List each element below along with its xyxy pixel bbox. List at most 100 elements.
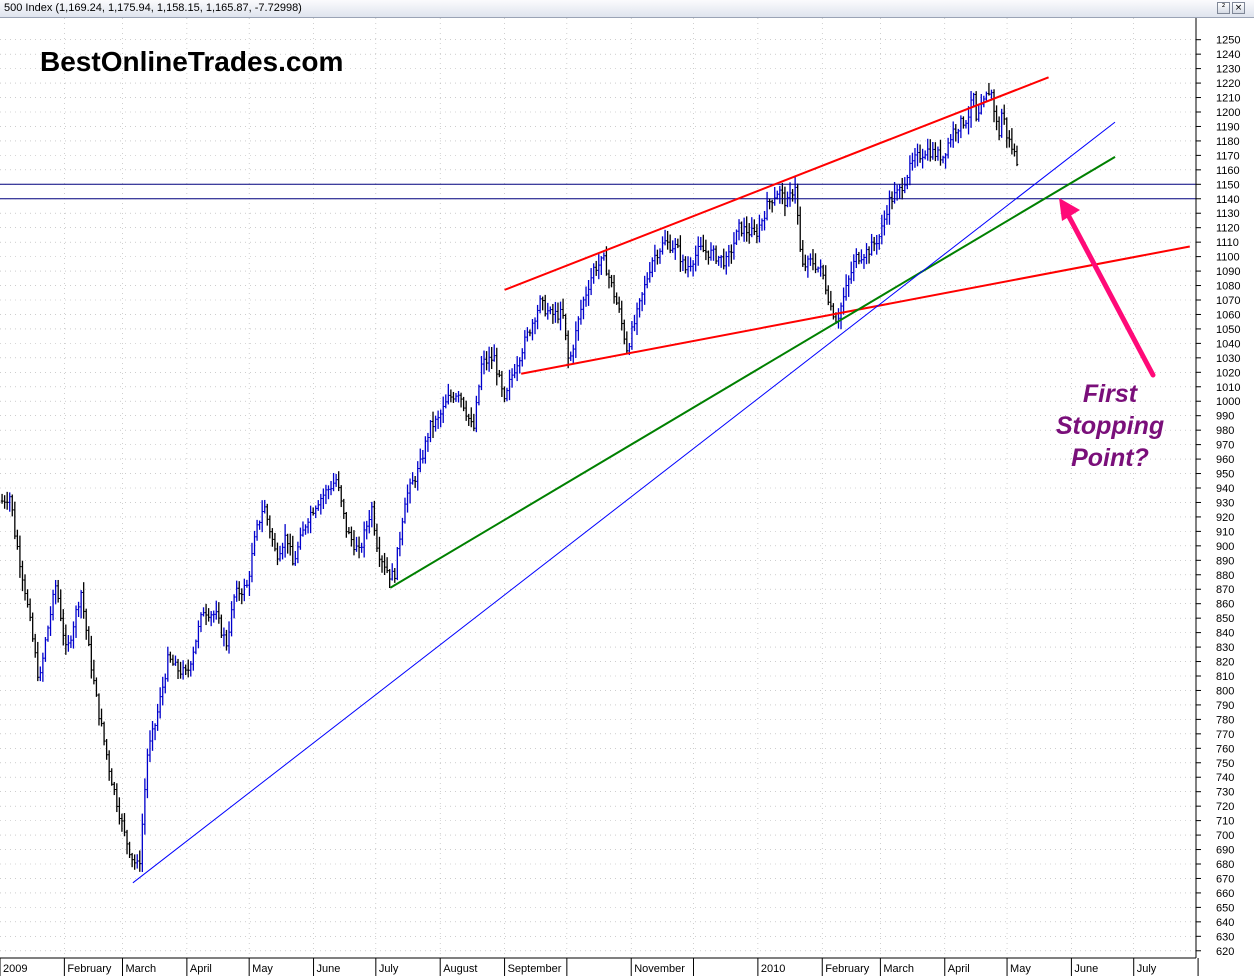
y-tick-label: 1120 bbox=[1216, 223, 1240, 235]
price-bar bbox=[475, 395, 478, 433]
y-tick-label: 840 bbox=[1216, 628, 1234, 640]
price-bar bbox=[153, 723, 157, 741]
price-bar bbox=[237, 581, 241, 601]
price-bar bbox=[174, 655, 177, 666]
price-bar bbox=[355, 536, 358, 552]
y-tick-label: 970 bbox=[1216, 440, 1234, 452]
y-tick-label: 810 bbox=[1216, 671, 1234, 683]
price-bar bbox=[972, 92, 975, 107]
price-bar bbox=[345, 512, 348, 538]
price-bar bbox=[495, 347, 499, 386]
price-bar bbox=[102, 721, 106, 746]
price-bar bbox=[607, 269, 611, 289]
price-bar bbox=[398, 531, 402, 557]
price-bar bbox=[375, 523, 379, 552]
price-bar bbox=[299, 527, 302, 550]
price-bar bbox=[742, 217, 746, 242]
price-bar bbox=[118, 797, 121, 825]
price-bar bbox=[597, 254, 601, 280]
price-bar bbox=[755, 224, 759, 244]
restore-window-button[interactable]: ² bbox=[1217, 2, 1230, 14]
price-bar bbox=[602, 252, 606, 261]
price-bar bbox=[719, 255, 723, 268]
price-bar bbox=[842, 287, 845, 315]
price-bar bbox=[561, 298, 565, 319]
y-tick-label: 720 bbox=[1216, 801, 1234, 813]
y-tick-label: 700 bbox=[1216, 830, 1234, 842]
price-bar bbox=[600, 256, 603, 275]
price-bar bbox=[107, 750, 111, 781]
price-bar bbox=[230, 601, 233, 637]
price-bar bbox=[146, 748, 149, 799]
price-bar bbox=[77, 601, 80, 617]
annotation-line: Stopping bbox=[1055, 412, 1165, 440]
price-bar bbox=[770, 199, 774, 213]
y-tick-label: 890 bbox=[1216, 555, 1234, 567]
price-bar bbox=[276, 542, 279, 566]
price-bar bbox=[564, 313, 567, 341]
price-bar bbox=[447, 383, 450, 405]
price-bar bbox=[503, 386, 506, 403]
price-bar bbox=[156, 703, 159, 731]
price-bar bbox=[893, 181, 896, 204]
price-bar bbox=[23, 574, 27, 601]
price-bar bbox=[424, 436, 427, 464]
price-bar bbox=[105, 738, 108, 760]
price-bar bbox=[49, 606, 52, 636]
price-bar bbox=[393, 568, 397, 583]
price-bar bbox=[217, 602, 221, 624]
y-tick-label: 690 bbox=[1216, 845, 1234, 857]
y-tick-label: 660 bbox=[1216, 888, 1234, 900]
price-bar bbox=[235, 580, 238, 602]
price-bar bbox=[332, 472, 335, 492]
price-bar bbox=[360, 542, 363, 553]
price-bar bbox=[694, 245, 697, 272]
price-bar bbox=[181, 660, 185, 680]
price-bar bbox=[569, 351, 573, 362]
price-bar bbox=[906, 174, 909, 190]
price-bar bbox=[268, 515, 272, 539]
price-bar bbox=[582, 296, 585, 320]
price-bar bbox=[549, 306, 552, 315]
close-window-button[interactable]: × bbox=[1232, 2, 1245, 14]
price-bar bbox=[811, 249, 815, 271]
price-bar bbox=[969, 91, 973, 128]
y-tick-label: 1160 bbox=[1216, 165, 1240, 177]
y-tick-label: 780 bbox=[1216, 714, 1234, 726]
price-bar bbox=[388, 569, 391, 589]
price-bar bbox=[916, 143, 919, 167]
price-bar bbox=[566, 330, 570, 369]
price-bar bbox=[189, 660, 193, 677]
price-bar bbox=[21, 560, 24, 592]
price-bar bbox=[702, 234, 705, 253]
price-bar bbox=[46, 625, 50, 642]
price-bar bbox=[39, 666, 42, 682]
x-tick-label: July bbox=[379, 963, 399, 975]
price-bar bbox=[469, 407, 473, 428]
price-bar bbox=[783, 186, 787, 217]
price-bar bbox=[370, 501, 374, 528]
price-bar bbox=[592, 263, 595, 284]
x-axis: 2009 February March April May June July August S… bbox=[0, 957, 1254, 976]
x-tick-label: February bbox=[67, 963, 112, 975]
y-tick-label: 1000 bbox=[1216, 396, 1240, 408]
price-bar bbox=[316, 500, 320, 511]
price-bar bbox=[987, 82, 991, 96]
annotation-arrow bbox=[1059, 198, 1156, 378]
price-bar bbox=[31, 612, 34, 642]
price-bar bbox=[324, 484, 328, 505]
price-bar bbox=[622, 319, 626, 345]
price-bar bbox=[79, 590, 83, 619]
y-tick-label: 860 bbox=[1216, 599, 1234, 611]
price-bar bbox=[671, 240, 675, 253]
price-bar bbox=[411, 472, 414, 485]
price-bar bbox=[804, 254, 807, 272]
price-bar bbox=[5, 491, 9, 510]
price-bar bbox=[263, 499, 267, 514]
price-bar bbox=[253, 530, 256, 556]
price-bar bbox=[362, 521, 366, 558]
price-bar bbox=[844, 274, 848, 301]
price-bar bbox=[13, 501, 17, 540]
price-bar bbox=[125, 829, 129, 855]
price-bar bbox=[406, 484, 409, 513]
